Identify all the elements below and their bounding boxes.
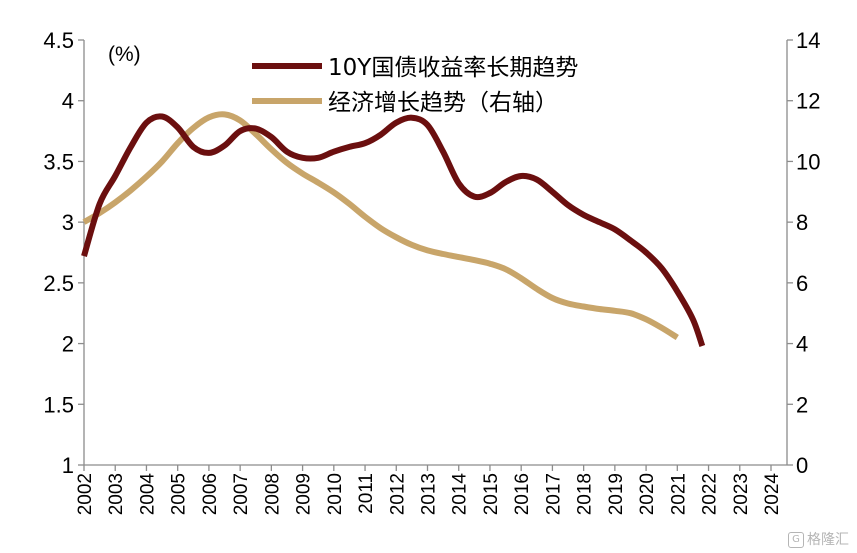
y-left-tick-label: 4.5 <box>43 28 74 53</box>
unit-label: (%) <box>108 43 141 66</box>
x-tick-label: 2013 <box>419 473 440 515</box>
x-tick-label: 2003 <box>106 473 127 515</box>
x-tick-label: 2007 <box>231 473 252 515</box>
x-tick-label: 2011 <box>356 473 377 514</box>
series-lines <box>81 111 706 348</box>
y-right-tick-label: 8 <box>796 210 808 235</box>
y-left-tick-label: 1.5 <box>43 392 74 417</box>
y-left-tick-label: 1 <box>62 453 74 478</box>
x-tick-label: 2002 <box>75 473 96 515</box>
x-tick-label: 2009 <box>294 473 315 515</box>
x-tick-labels: 2002 2003 2004 2005 2006 2007 2008 2009 2010 2011… <box>75 465 783 515</box>
x-tick-label: 2017 <box>543 473 564 515</box>
x-tick-label: 2008 <box>262 473 283 515</box>
legend-label: 10Y国债收益率长期趋势 <box>328 55 578 81</box>
x-tick-label: 2019 <box>606 473 627 515</box>
y-right-tick-label: 12 <box>796 89 820 114</box>
x-tick-label: 2018 <box>575 473 596 515</box>
y-right-tick-label: 0 <box>796 453 808 478</box>
x-tick-label: 2006 <box>200 473 221 515</box>
x-tick-label: 2004 <box>137 473 158 516</box>
watermark-logo-icon: G <box>788 532 804 548</box>
x-tick-label: 2020 <box>637 473 658 515</box>
y-left-tick-label: 4 <box>62 89 74 114</box>
y-left-tick-label: 3 <box>62 210 74 235</box>
x-tick-label: 2012 <box>387 473 408 515</box>
watermark-text: 格隆汇 <box>807 532 849 548</box>
x-tick-label: 2005 <box>169 473 190 515</box>
y-right-tick-label: 14 <box>796 28 820 53</box>
x-tick-label: 2024 <box>762 473 783 516</box>
legend-label: 经济增长趋势（右轴） <box>328 90 558 116</box>
series-line-growth <box>82 111 679 341</box>
watermark: G 格隆汇 <box>788 529 849 549</box>
x-tick-label: 2021 <box>668 473 689 515</box>
y-right-tick-label: 2 <box>796 392 808 417</box>
y-right-tick-labels: 0 2 4 6 8 10 12 14 <box>787 28 820 478</box>
x-tick-label: 2016 <box>512 473 533 515</box>
y-left-tick-label: 2.5 <box>43 271 74 296</box>
legend-item-growth: 经济增长趋势（右轴） <box>252 90 558 116</box>
y-left-tick-labels: 1 1.5 2 2.5 3 3.5 4 4.5 <box>43 28 84 478</box>
x-tick-label: 2010 <box>325 473 346 515</box>
x-tick-label: 2022 <box>700 473 721 515</box>
y-left-tick-label: 3.5 <box>43 149 74 174</box>
legend-item-bond-yield: 10Y国债收益率长期趋势 <box>252 55 578 81</box>
x-tick-label: 2015 <box>481 473 502 515</box>
y-left-tick-label: 2 <box>62 332 74 357</box>
y-right-tick-label: 10 <box>796 149 820 174</box>
x-tick-label: 2014 <box>450 473 471 516</box>
series-line-bond-yield <box>81 113 706 348</box>
y-right-tick-label: 4 <box>796 332 808 357</box>
x-tick-label: 2023 <box>731 473 752 515</box>
y-right-tick-label: 6 <box>796 271 808 296</box>
